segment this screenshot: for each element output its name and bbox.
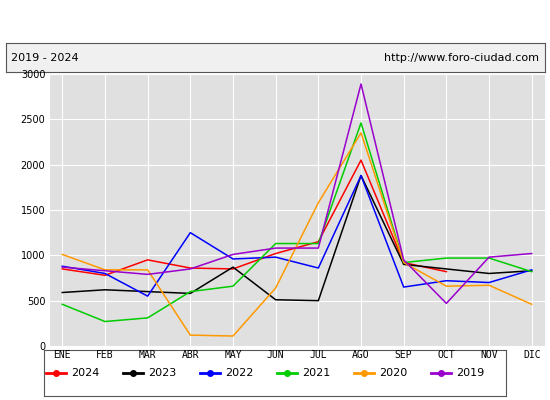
Text: 2022: 2022: [225, 368, 254, 378]
Text: 2024: 2024: [71, 368, 100, 378]
Text: 2019 - 2024: 2019 - 2024: [11, 53, 79, 63]
Text: Evolucion Nº Turistas Nacionales en el municipio de Pinofranqueado: Evolucion Nº Turistas Nacionales en el m…: [48, 15, 502, 28]
Text: 2019: 2019: [456, 368, 484, 378]
Text: 2021: 2021: [302, 368, 330, 378]
Text: 2023: 2023: [148, 368, 176, 378]
Text: http://www.foro-ciudad.com: http://www.foro-ciudad.com: [384, 53, 539, 63]
Text: 2020: 2020: [379, 368, 407, 378]
